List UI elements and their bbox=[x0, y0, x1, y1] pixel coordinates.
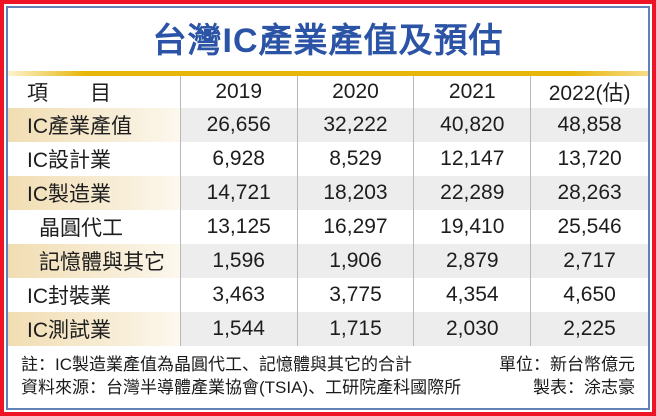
ic-value-table: 項 目 2019 2020 2021 2022(估) IC產業產值 26,656… bbox=[8, 76, 648, 346]
footer-line-1: 註：IC製造業產值為晶圓代工、記憶體與其它的合計 單位：新台幣億元 bbox=[21, 353, 635, 376]
cell-value: 32,222 bbox=[297, 108, 415, 142]
cell-value: 1,715 bbox=[297, 312, 415, 346]
row-label: 記憶體與其它 bbox=[8, 244, 181, 278]
cell-value: 2,225 bbox=[531, 312, 648, 346]
cell-value: 14,721 bbox=[180, 176, 298, 210]
cell-value: 1,906 bbox=[297, 244, 415, 278]
cell-value: 19,410 bbox=[414, 210, 532, 244]
table-row: 晶圓代工 13,125 16,297 19,410 25,546 bbox=[8, 210, 648, 244]
cell-value: 28,263 bbox=[531, 176, 648, 210]
row-label: 晶圓代工 bbox=[8, 210, 181, 244]
header-year-2019: 2019 bbox=[180, 76, 298, 108]
cell-value: 2,030 bbox=[414, 312, 532, 346]
cell-value: 3,775 bbox=[298, 278, 415, 312]
cell-value: 2,879 bbox=[414, 244, 532, 278]
table-row: IC產業產值 26,656 32,222 40,820 48,858 bbox=[8, 108, 648, 142]
cell-value: 16,297 bbox=[298, 210, 415, 244]
header-item: 項 目 bbox=[8, 76, 181, 108]
row-label: IC封裝業 bbox=[8, 278, 181, 312]
footer-notes: 註：IC製造業產值為晶圓代工、記憶體與其它的合計 單位：新台幣億元 資料來源：台… bbox=[8, 346, 648, 408]
footer-line-2: 資料來源：台灣半導體產業協會(TSIA)、工研院產科國際所 製表：涂志豪 bbox=[21, 376, 635, 399]
note-text: 註：IC製造業產值為晶圓代工、記憶體與其它的合計 bbox=[21, 355, 412, 374]
cell-value: 25,546 bbox=[557, 215, 622, 238]
header-year-2021: 2021 bbox=[414, 76, 532, 108]
cell-value: 13,720 bbox=[557, 147, 622, 170]
title-underline bbox=[8, 71, 648, 76]
credit-text: 製表：涂志豪 bbox=[533, 378, 635, 397]
cell-value: 18,203 bbox=[297, 176, 415, 210]
table-row: IC製造業 14,721 18,203 22,289 28,263 bbox=[8, 176, 648, 210]
table-row: IC測試業 1,544 1,715 2,030 2,225 bbox=[8, 312, 648, 346]
table-header-row: 項 目 2019 2020 2021 2022(估) bbox=[8, 76, 648, 108]
cell-value: 8,529 bbox=[298, 142, 415, 176]
inner-frame: 台灣IC產業產值及預估 項 目 2019 2020 2021 2022(估) I… bbox=[6, 6, 650, 410]
cell-value: 2,717 bbox=[531, 244, 648, 278]
cell-value: 13,125 bbox=[181, 210, 298, 244]
cell-value: 3,463 bbox=[181, 278, 298, 312]
header-year-2020: 2020 bbox=[297, 76, 415, 108]
cell-value: 40,820 bbox=[414, 108, 532, 142]
row-label: IC設計業 bbox=[8, 142, 181, 176]
header-year-2022: 2022(估) bbox=[531, 76, 648, 108]
unit-text: 單位：新台幣億元 bbox=[499, 355, 635, 374]
page-title: 台灣IC產業產值及預估 bbox=[152, 22, 504, 60]
cell-value: 4,354 bbox=[414, 278, 532, 312]
table-row: IC設計業 6,928 8,529 12,147 13,720 bbox=[8, 142, 648, 176]
cell-value: 48,858 bbox=[531, 108, 648, 142]
cell-value: 1,544 bbox=[180, 312, 298, 346]
cell-value: 4,650 bbox=[563, 283, 616, 306]
cell-value: 6,928 bbox=[181, 142, 298, 176]
cell-value: 1,596 bbox=[180, 244, 298, 278]
table-row: 記憶體與其它 1,596 1,906 2,879 2,717 bbox=[8, 244, 648, 278]
table-row: IC封裝業 3,463 3,775 4,354 4,650 bbox=[8, 278, 648, 312]
row-label: IC測試業 bbox=[8, 312, 181, 346]
row-label: IC產業產值 bbox=[8, 108, 181, 142]
cell-value: 22,289 bbox=[414, 176, 532, 210]
cell-value: 26,656 bbox=[180, 108, 298, 142]
row-label: IC製造業 bbox=[8, 176, 181, 210]
cell-value: 12,147 bbox=[414, 142, 532, 176]
source-text: 資料來源：台灣半導體產業協會(TSIA)、工研院產科國際所 bbox=[21, 378, 462, 397]
